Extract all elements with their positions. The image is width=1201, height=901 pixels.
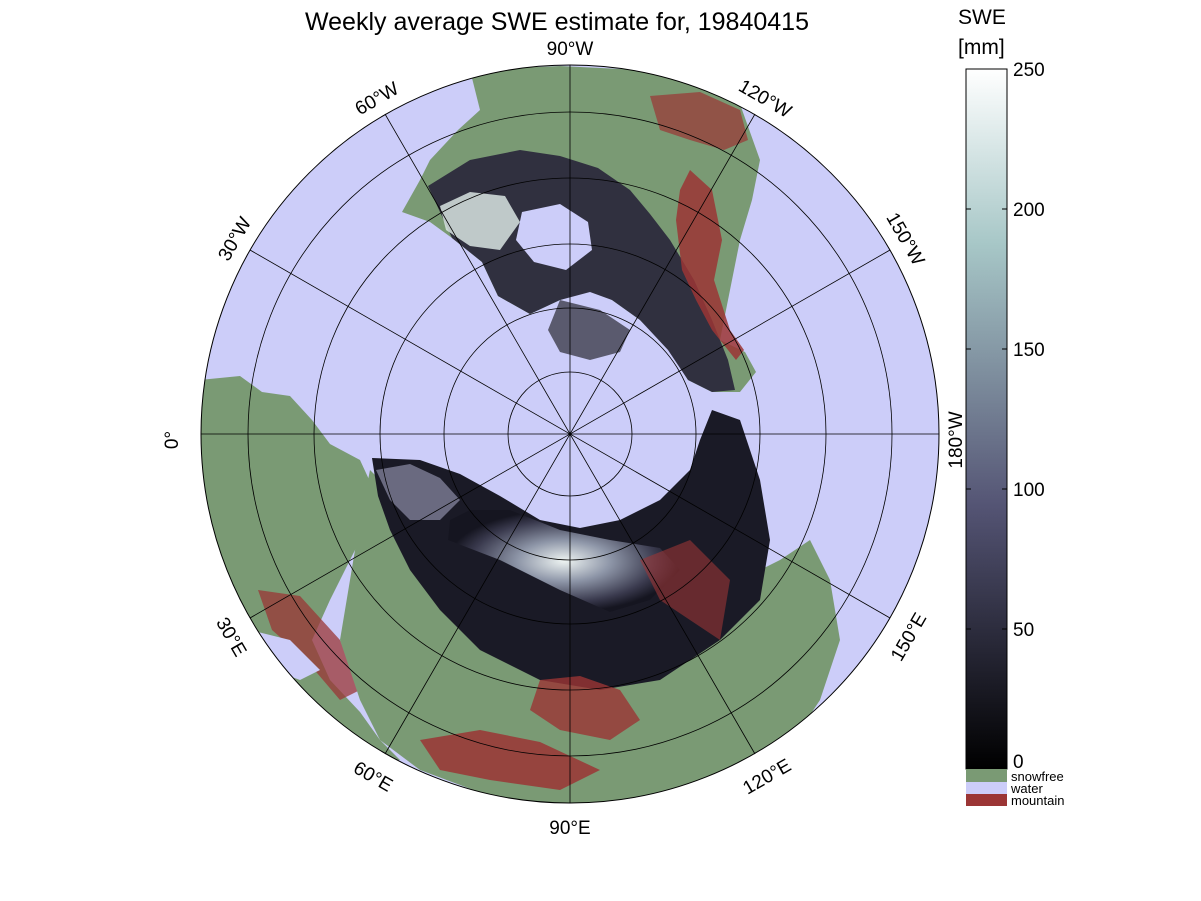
label-90e: 90°E (549, 818, 590, 839)
legend-swatch-mountain (966, 794, 1007, 806)
legend-label-water: water (1010, 781, 1043, 796)
alaska-mountains (650, 92, 748, 150)
snow-bright-patch (440, 192, 520, 250)
legend-swatch-water (966, 782, 1007, 794)
colorbar-heading-unit: [mm] (958, 36, 1005, 59)
graticule (200, 64, 940, 804)
colorbar-tick-label: 250 (1013, 60, 1045, 81)
colorbar-heading-swe: SWE (958, 6, 1006, 29)
colorbar-tick-label: 100 (1013, 480, 1045, 501)
colorbar-tick-label: 200 (1013, 200, 1045, 221)
label-180w: 180°W (946, 411, 967, 468)
hudson-bay (516, 204, 592, 270)
himalaya-mountains (420, 730, 600, 790)
arctic-archipelago (548, 300, 630, 360)
map-title: Weekly average SWE estimate for, 1984041… (305, 8, 809, 36)
label-150e: 150°E (887, 609, 931, 665)
rocky-mountains (676, 170, 744, 360)
label-60e: 60°E (350, 758, 396, 797)
legend-label-mountain: mountain (1011, 793, 1064, 808)
legend-label-snowfree: snowfree (1011, 769, 1064, 784)
label-90w: 90°W (547, 39, 594, 60)
label-0: 0° (162, 431, 183, 449)
colorbar-tick-label: 150 (1013, 340, 1045, 361)
siberia-bright-snow (448, 510, 680, 612)
colorbar-tick-label: 0 (1013, 752, 1024, 773)
legend-swatch-snowfree (966, 769, 1007, 782)
colorbar-tick-label: 50 (1013, 620, 1034, 641)
label-30e: 30°E (211, 614, 250, 660)
scandinavia-snow (376, 464, 460, 520)
colorbar-gradient (965, 68, 1008, 770)
central-asia-mountains (530, 676, 640, 740)
europe-mountains (258, 590, 360, 700)
label-120e: 120°E (739, 755, 795, 799)
meridian-150w-30e (249, 249, 891, 619)
colorbar-ticks: 250 200 150 100 50 0 (966, 60, 1045, 773)
